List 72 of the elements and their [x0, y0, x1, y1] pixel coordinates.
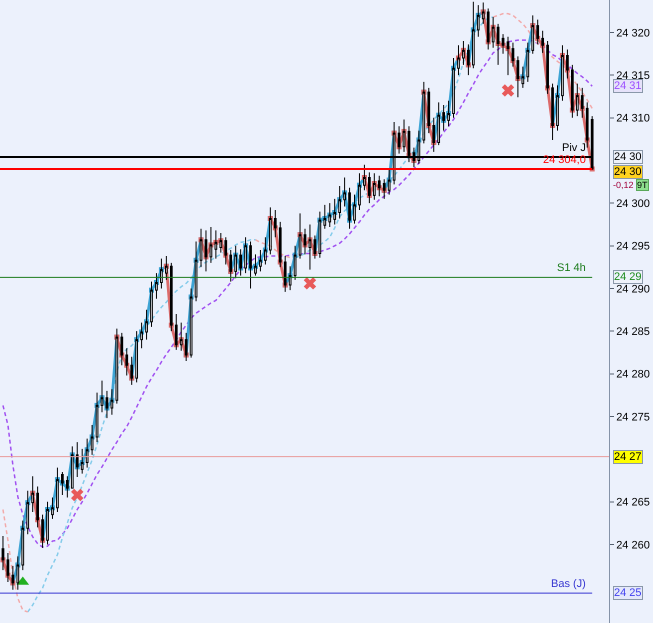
candlestick: [6, 552, 10, 583]
candlestick: [21, 520, 24, 571]
candlestick: [551, 83, 554, 140]
text: 24 27: [614, 451, 642, 463]
y-tick-label: 24 320: [616, 27, 650, 40]
candlestick: [576, 83, 579, 117]
candlestick: [46, 501, 49, 545]
candlestick: [194, 241, 198, 302]
candlestick: [244, 236, 247, 274]
y-tick-label: 24 265: [616, 496, 650, 509]
text: 24 25: [614, 587, 642, 599]
candlestick: [353, 194, 356, 224]
candlestick: [502, 34, 504, 54]
point: [502, 84, 514, 97]
candlestick: [294, 245, 296, 280]
candlestick: [452, 58, 455, 118]
candlestick: [338, 186, 342, 219]
candlestick: [512, 42, 514, 68]
candlestick: [249, 241, 252, 289]
text: 24 30: [614, 166, 642, 178]
y-tick-label: 24 280: [616, 368, 650, 381]
candlestick: [259, 250, 262, 272]
candlestick: [210, 226, 212, 264]
candlestick: [100, 380, 104, 413]
candlestick: [150, 281, 153, 328]
candlestick: [145, 309, 148, 340]
text: 24 29: [614, 271, 642, 283]
ref-line-label: Piv J: [562, 142, 586, 154]
y-tick-label: 24 260: [616, 539, 650, 552]
candlestick: [348, 187, 351, 230]
point: [304, 277, 316, 290]
candlestick: [2, 535, 4, 571]
text: 24 31: [614, 80, 642, 92]
y-tick-label: 24 315: [616, 70, 650, 82]
point: [71, 488, 84, 502]
ref-line-label: Bas (J): [551, 578, 586, 590]
candlestick: [155, 272, 158, 300]
candlestick: [106, 390, 108, 419]
candlestick: [204, 230, 208, 272]
candlestick: [308, 224, 312, 270]
text: -0,12: [613, 180, 634, 190]
candlestick: [200, 228, 202, 268]
candlestick: [254, 254, 257, 276]
y-tick-label: 24 295: [616, 240, 650, 253]
y-tick-label: 24 310: [616, 112, 650, 125]
candlestick: [110, 388, 114, 416]
ref-line-label: S1 4h: [557, 262, 586, 274]
candlestick: [561, 44, 564, 102]
candlestick: [41, 514, 44, 548]
text: 24 30: [614, 151, 642, 163]
candlestick: [56, 467, 59, 513]
candlestick: [462, 40, 465, 66]
candlestick: [51, 497, 54, 520]
candlestick: [457, 44, 460, 76]
candlestick: [358, 172, 361, 210]
candlestick: [96, 392, 98, 443]
y-tick-label: 24 275: [616, 411, 650, 424]
candlestick: [398, 126, 400, 154]
y-tick-label: 24 300: [616, 198, 650, 210]
text: 9T: [637, 180, 648, 190]
candlestick: [298, 212, 302, 260]
y-tick-label: 24 290: [616, 283, 650, 296]
candlestick: [447, 100, 450, 127]
candlestick: [140, 322, 143, 349]
candlestick: [496, 23, 500, 66]
candlestick: [402, 118, 406, 152]
candlestick: [90, 424, 94, 456]
candlestick: [363, 164, 366, 191]
candlestick: [566, 49, 569, 80]
candlestick: [160, 258, 163, 289]
y-tick-label: 24 285: [616, 326, 650, 338]
candlestick: [86, 438, 89, 468]
